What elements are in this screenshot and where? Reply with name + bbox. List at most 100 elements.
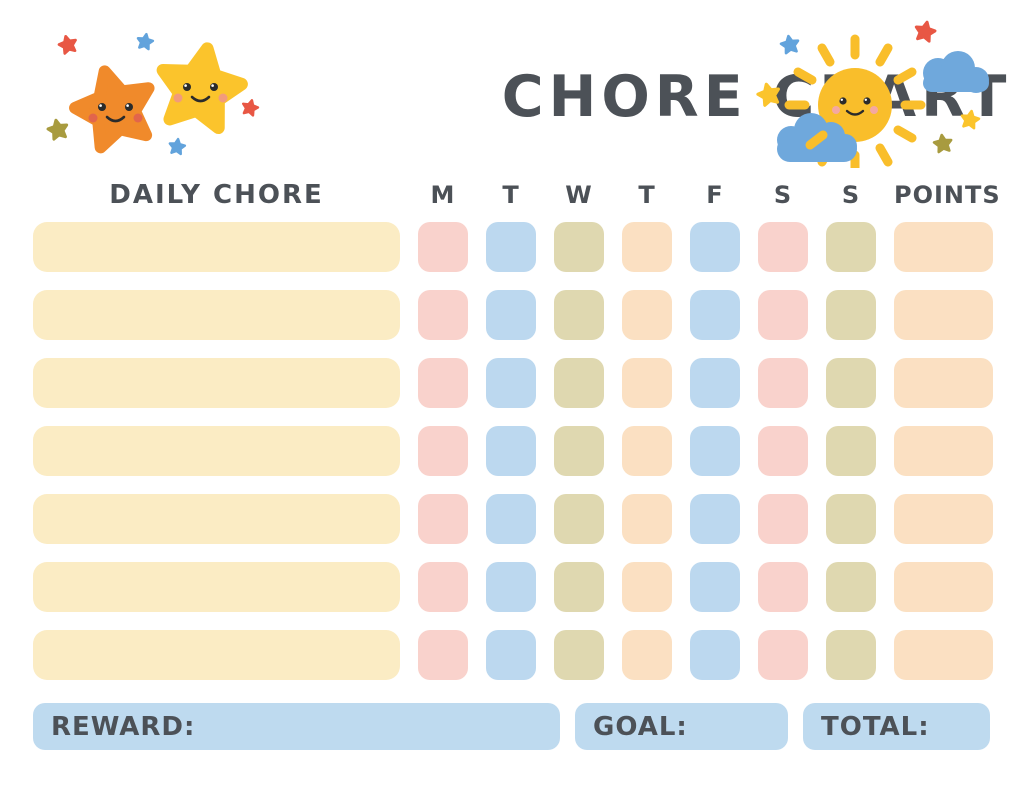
daily-chore-column-header: DAILY CHORE (109, 180, 324, 210)
stars-decoration-icon (35, 22, 265, 167)
day-cell[interactable] (554, 562, 604, 612)
day-cell[interactable] (622, 494, 672, 544)
day-cell[interactable] (826, 630, 876, 680)
points-cell[interactable] (894, 290, 993, 340)
chore-name-field[interactable] (33, 426, 400, 476)
reward-field[interactable]: REWARD: (33, 703, 560, 750)
points-cell[interactable] (894, 222, 993, 272)
sun-clouds-decoration-icon (755, 18, 989, 168)
day-cell[interactable] (622, 290, 672, 340)
page-title: CHORE CHART (501, 64, 1012, 130)
day-cell[interactable] (690, 222, 740, 272)
day-cell[interactable] (486, 426, 536, 476)
small-yellow-star-icon (960, 110, 980, 129)
day-cell[interactable] (418, 290, 468, 340)
small-olive-star-icon (933, 134, 952, 153)
small-olive-star-icon (47, 118, 69, 140)
points-cell[interactable] (894, 494, 993, 544)
day-cell[interactable] (826, 222, 876, 272)
day-cell[interactable] (418, 222, 468, 272)
column-header-row: DAILY CHORE M T W T F S S POINTS (33, 176, 1001, 214)
orange-star-icon (68, 62, 160, 152)
day-column-header-sat: S (773, 181, 793, 209)
day-cell[interactable] (486, 358, 536, 408)
day-cell[interactable] (486, 290, 536, 340)
day-cell[interactable] (690, 562, 740, 612)
day-cell[interactable] (690, 358, 740, 408)
chore-name-field[interactable] (33, 290, 400, 340)
day-cell[interactable] (622, 222, 672, 272)
footer-row: REWARD: GOAL: TOTAL: (33, 703, 990, 750)
day-cell[interactable] (758, 290, 808, 340)
sun-ray-over-cloud (805, 130, 828, 150)
day-column-header-thu: T (638, 181, 656, 209)
day-cell[interactable] (418, 358, 468, 408)
day-cell[interactable] (486, 562, 536, 612)
orange-star-face (88, 103, 143, 123)
small-blue-star-icon (169, 138, 186, 154)
yellow-star-icon (155, 42, 247, 131)
small-red-star-icon (57, 34, 78, 54)
points-column-header: POINTS (894, 181, 1001, 209)
day-cell[interactable] (418, 630, 468, 680)
day-cell[interactable] (418, 426, 468, 476)
chore-name-field[interactable] (33, 562, 400, 612)
day-column-header-mon: M (430, 181, 456, 209)
day-cell[interactable] (826, 290, 876, 340)
chore-name-field[interactable] (33, 630, 400, 680)
day-cell[interactable] (758, 562, 808, 612)
day-cell[interactable] (758, 426, 808, 476)
points-cell[interactable] (894, 426, 993, 476)
points-cell[interactable] (894, 562, 993, 612)
day-cell[interactable] (622, 630, 672, 680)
day-cell[interactable] (554, 358, 604, 408)
chore-name-field[interactable] (33, 222, 400, 272)
day-cell[interactable] (690, 630, 740, 680)
total-label: TOTAL: (821, 711, 930, 742)
reward-label: REWARD: (51, 711, 196, 742)
day-cell[interactable] (758, 358, 808, 408)
points-cell[interactable] (894, 630, 993, 680)
day-column-header-fri: F (706, 181, 724, 209)
day-cell[interactable] (758, 630, 808, 680)
goal-field[interactable]: GOAL: (575, 703, 788, 750)
yellow-star-face (173, 83, 228, 103)
small-blue-star-icon (780, 35, 800, 54)
small-blue-star-icon (136, 33, 153, 50)
small-red-star-icon (914, 20, 936, 42)
day-cell[interactable] (622, 562, 672, 612)
day-column-header-wed: W (565, 181, 593, 209)
day-cell[interactable] (758, 222, 808, 272)
day-cell[interactable] (554, 290, 604, 340)
day-cell[interactable] (690, 494, 740, 544)
day-column-header-tue: T (502, 181, 520, 209)
day-column-header-sun: S (841, 181, 861, 209)
day-cell[interactable] (486, 494, 536, 544)
day-cell[interactable] (554, 630, 604, 680)
day-cell[interactable] (622, 358, 672, 408)
day-cell[interactable] (622, 426, 672, 476)
cloud-icon (923, 51, 989, 93)
chore-grid (33, 222, 993, 680)
day-cell[interactable] (554, 222, 604, 272)
day-cell[interactable] (554, 494, 604, 544)
day-cell[interactable] (826, 562, 876, 612)
day-cell[interactable] (486, 222, 536, 272)
day-cell[interactable] (826, 494, 876, 544)
day-cell[interactable] (826, 358, 876, 408)
day-cell[interactable] (690, 290, 740, 340)
points-cell[interactable] (894, 358, 993, 408)
day-cell[interactable] (826, 426, 876, 476)
sun-face (832, 97, 878, 116)
day-cell[interactable] (554, 426, 604, 476)
day-cell[interactable] (418, 494, 468, 544)
day-cell[interactable] (418, 562, 468, 612)
day-cell[interactable] (690, 426, 740, 476)
total-field[interactable]: TOTAL: (803, 703, 990, 750)
day-cell[interactable] (486, 630, 536, 680)
chore-name-field[interactable] (33, 494, 400, 544)
small-red-star-icon (241, 98, 259, 116)
chore-name-field[interactable] (33, 358, 400, 408)
day-cell[interactable] (758, 494, 808, 544)
